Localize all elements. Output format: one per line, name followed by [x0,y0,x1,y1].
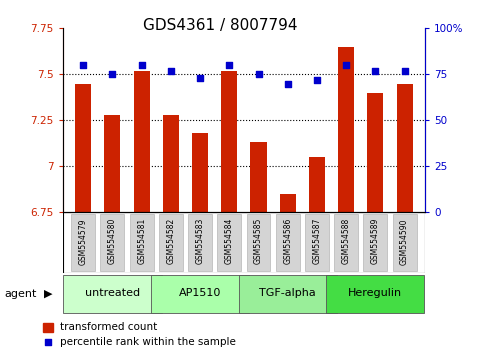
Text: GSM554581: GSM554581 [137,218,146,264]
Bar [43,323,53,332]
FancyBboxPatch shape [63,275,161,313]
FancyBboxPatch shape [363,213,387,272]
FancyBboxPatch shape [217,213,242,272]
FancyBboxPatch shape [276,213,300,272]
FancyBboxPatch shape [246,213,270,272]
Point [167,68,175,74]
Bar [251,142,267,212]
Text: GSM554579: GSM554579 [79,218,88,264]
Point [401,68,409,74]
Bar [104,115,120,212]
Point [226,62,233,68]
FancyBboxPatch shape [159,213,183,272]
Bar [221,71,237,212]
FancyBboxPatch shape [334,213,358,272]
Bar [134,71,150,212]
Text: transformed count: transformed count [60,322,157,332]
Text: GSM554580: GSM554580 [108,218,117,264]
FancyBboxPatch shape [188,213,212,272]
Text: GSM554587: GSM554587 [313,218,322,264]
FancyBboxPatch shape [151,275,249,313]
Point [109,72,116,77]
Text: ▶: ▶ [43,289,52,299]
Text: GDS4361 / 8007794: GDS4361 / 8007794 [142,18,297,33]
Point [44,339,52,345]
Bar [309,157,325,212]
FancyBboxPatch shape [100,213,125,272]
Bar [338,47,354,212]
Text: GSM554583: GSM554583 [196,218,205,264]
Bar [192,133,208,212]
Text: GSM554590: GSM554590 [400,218,409,264]
Point [371,68,379,74]
FancyBboxPatch shape [130,213,154,272]
Text: GSM554582: GSM554582 [166,218,175,264]
Text: untreated: untreated [85,288,140,298]
FancyBboxPatch shape [327,275,425,313]
Point [313,77,321,83]
Text: agent: agent [5,289,37,299]
Bar [368,93,384,212]
Point [138,62,145,68]
Text: GSM554585: GSM554585 [254,218,263,264]
FancyBboxPatch shape [71,213,95,272]
Text: GSM554586: GSM554586 [283,218,292,264]
Text: AP1510: AP1510 [179,288,221,298]
Bar [397,84,412,212]
Text: GSM554588: GSM554588 [341,218,351,264]
FancyBboxPatch shape [305,213,329,272]
Point [284,81,292,86]
Text: GSM554589: GSM554589 [371,218,380,264]
Point [79,62,87,68]
Point [342,62,350,68]
Bar [75,84,91,212]
Bar [280,194,296,212]
FancyBboxPatch shape [239,275,337,313]
Text: Heregulin: Heregulin [348,288,402,298]
Bar [163,115,179,212]
Point [196,75,204,81]
Text: GSM554584: GSM554584 [225,218,234,264]
Text: percentile rank within the sample: percentile rank within the sample [60,337,236,347]
Text: TGF-alpha: TGF-alpha [259,288,316,298]
FancyBboxPatch shape [393,213,416,272]
Point [255,72,262,77]
